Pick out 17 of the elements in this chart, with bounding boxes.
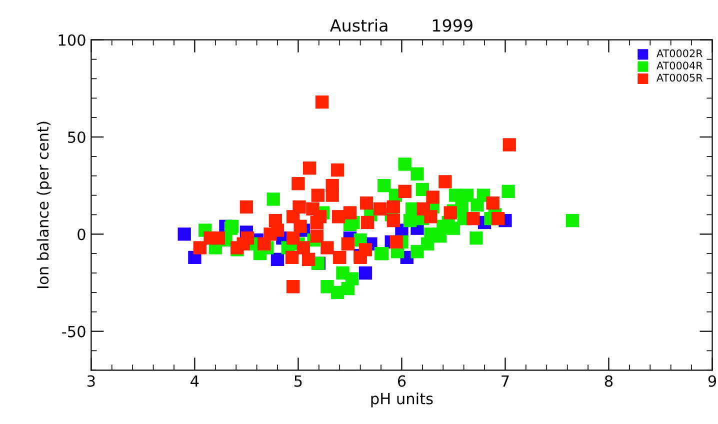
x-tick-label: 7 — [502, 375, 509, 387]
x-tick-label: 6 — [398, 375, 406, 387]
chart-title: Austria 1999 — [330, 18, 472, 32]
x-tick-label: 5 — [294, 375, 302, 387]
x-axis-title: pH units — [371, 392, 433, 408]
legend-label: AT0004R — [656, 62, 703, 70]
y-tick-label: 0 — [78, 228, 86, 240]
x-tick-label: 4 — [190, 375, 199, 387]
legend-label: AT0005R — [656, 74, 703, 82]
y-tick-label: 50 — [68, 131, 86, 144]
y-tick-label: -50 — [62, 326, 86, 338]
legend-label: AT0002R — [656, 49, 703, 58]
x-tick-label: 8 — [604, 375, 613, 387]
x-tick-label: 9 — [708, 375, 716, 387]
y-tick-label: 100 — [58, 34, 86, 46]
y-axis-title: Ion balance (per cent) — [36, 122, 52, 288]
x-tick-label: 3 — [87, 375, 95, 387]
